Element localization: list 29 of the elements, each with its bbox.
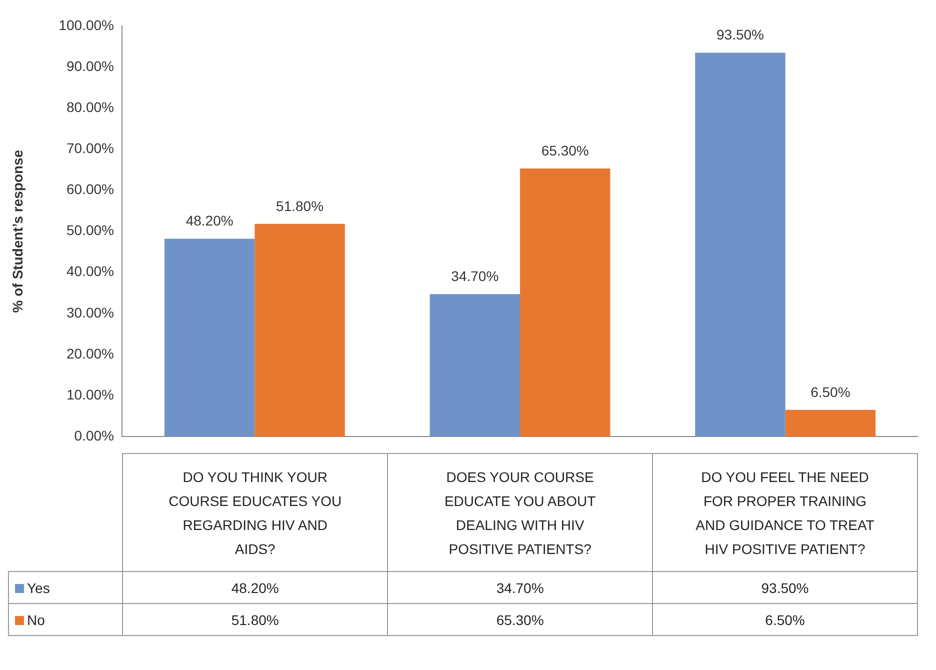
data-label: 34.70%: [388, 572, 653, 604]
legend-label: Yes: [27, 580, 50, 596]
y-tick-label: 100.00%: [58, 16, 114, 33]
text: 51.80%: [276, 198, 324, 214]
data-label: 51.80%: [122, 604, 388, 636]
data-label: 93.50%: [652, 572, 918, 604]
y-tick-label: 20.00%: [66, 345, 114, 362]
x-tick-label: DO YOU THINK YOUR COURSE EDUCATES YOU REGARDING HIV AND AIDS?: [122, 454, 388, 572]
x-tick-label: DO YOU FEEL THE NEED FOR PROPER TRAINING AND GUIDANCE TO TREAT HIV POSITIVE PATIENT?: [652, 454, 918, 572]
y-tick-label: 30.00%: [66, 304, 114, 320]
y-tick-label: 40.00%: [66, 263, 114, 280]
data-label: 6.50%: [652, 604, 918, 636]
data-label: 48.20%: [122, 572, 388, 604]
y-tick-label: 70.00%: [66, 140, 114, 156]
data-label: 65.30%: [388, 604, 653, 636]
text: 6.50%: [810, 384, 850, 400]
y-tick-label: 80.00%: [66, 98, 114, 115]
text: 34.70%: [451, 268, 499, 284]
y-tick-label: 90.00%: [66, 58, 114, 74]
text: 65.30%: [541, 142, 589, 158]
text: 93.50%: [716, 26, 764, 43]
y-tick-label: 50.00%: [66, 222, 114, 238]
x-tick-label: DOES YOUR COURSE EDUCATE YOU ABOUT DEALING WITH HIV POSITIVE PATIENTS?: [388, 454, 653, 572]
y-axis-title: % of Student’s response: [9, 150, 26, 313]
y-tick-label: 10.00%: [66, 386, 114, 402]
legend-label: No: [27, 612, 45, 628]
text: 48.20%: [186, 212, 234, 229]
y-tick-label: 60.00%: [66, 181, 114, 198]
y-tick-label: 0.00%: [74, 427, 114, 444]
